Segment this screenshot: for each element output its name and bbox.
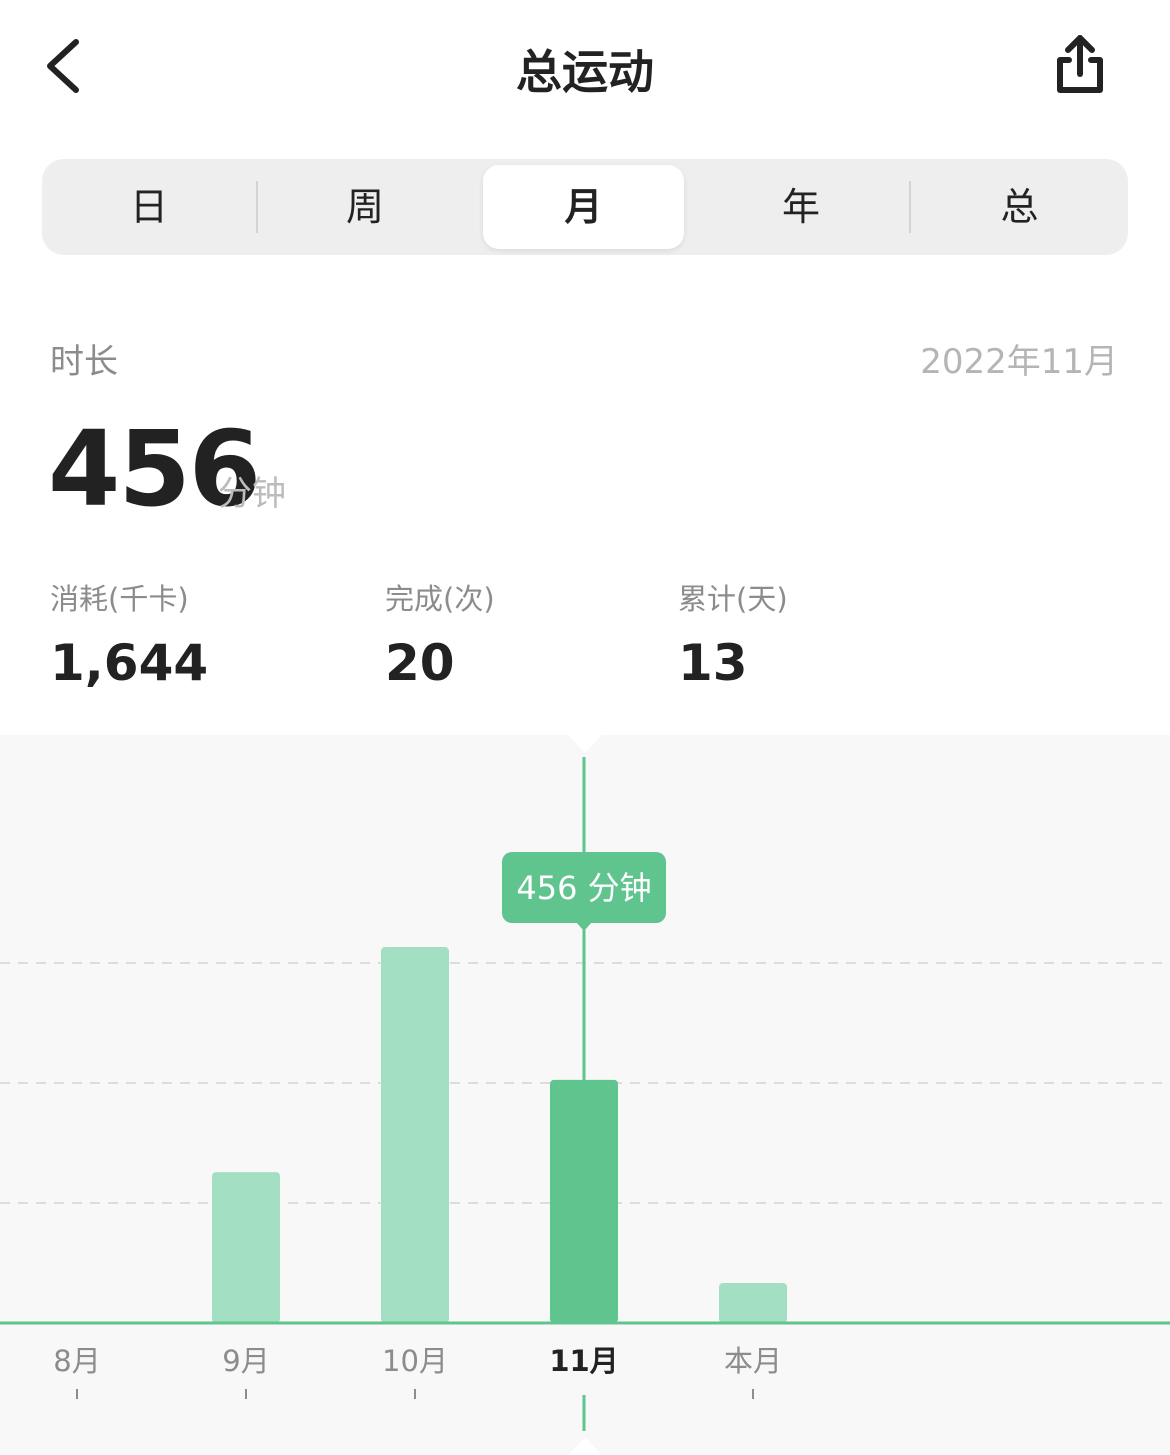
metric-label: 时长 bbox=[50, 342, 118, 382]
tab-divider bbox=[256, 181, 258, 233]
bar-3 bbox=[381, 947, 449, 1323]
monthly-bar-chart[interactable]: 456 分钟 8月 9月 10月 11月 本月 bbox=[0, 735, 1170, 1455]
x-tick-label: 本月 bbox=[724, 1344, 782, 1378]
period-label: 2022年11月 bbox=[920, 342, 1118, 382]
share-button[interactable] bbox=[1044, 28, 1116, 104]
share-icon bbox=[1057, 35, 1103, 93]
tab-month[interactable]: 月 bbox=[483, 165, 684, 249]
tooltip-pointer bbox=[576, 922, 592, 931]
bar-5 bbox=[719, 1283, 787, 1323]
chevron-left-icon bbox=[47, 39, 79, 93]
nav-bar: 总运动 bbox=[0, 0, 1170, 130]
chart-top-notch bbox=[568, 735, 602, 753]
tooltip-box bbox=[502, 852, 666, 923]
tab-year[interactable]: 年 bbox=[781, 185, 820, 229]
days-value: 13 bbox=[678, 634, 748, 692]
tab-week[interactable]: 周 bbox=[345, 185, 384, 229]
chart-bottom-notch bbox=[568, 1437, 602, 1455]
x-tick-label: 11月 bbox=[549, 1344, 618, 1378]
bar-2 bbox=[212, 1172, 280, 1323]
x-tick-label: 9月 bbox=[222, 1344, 269, 1378]
back-button[interactable] bbox=[36, 30, 96, 102]
duration-value: 456 bbox=[48, 408, 261, 530]
tooltip-label: 456 分钟 bbox=[516, 869, 651, 907]
calories-label: 消耗(千卡) bbox=[50, 582, 189, 616]
calories-value: 1,644 bbox=[50, 634, 209, 692]
days-label: 累计(天) bbox=[678, 582, 788, 616]
tab-day[interactable]: 日 bbox=[129, 185, 168, 229]
x-tick-label: 10月 bbox=[382, 1344, 448, 1378]
period-tabs: 日 周 月 年 总 bbox=[42, 159, 1128, 255]
workouts-label: 完成(次) bbox=[385, 582, 495, 616]
tab-total[interactable]: 总 bbox=[1000, 185, 1039, 229]
x-tick-label: 8月 bbox=[53, 1344, 100, 1378]
duration-unit: 分钟 bbox=[218, 474, 286, 514]
workouts-value: 20 bbox=[385, 634, 455, 692]
chart-canvas: 456 分钟 8月 9月 10月 11月 本月 bbox=[0, 735, 1170, 1455]
tab-divider bbox=[909, 181, 911, 233]
page-title: 总运动 bbox=[516, 45, 654, 99]
